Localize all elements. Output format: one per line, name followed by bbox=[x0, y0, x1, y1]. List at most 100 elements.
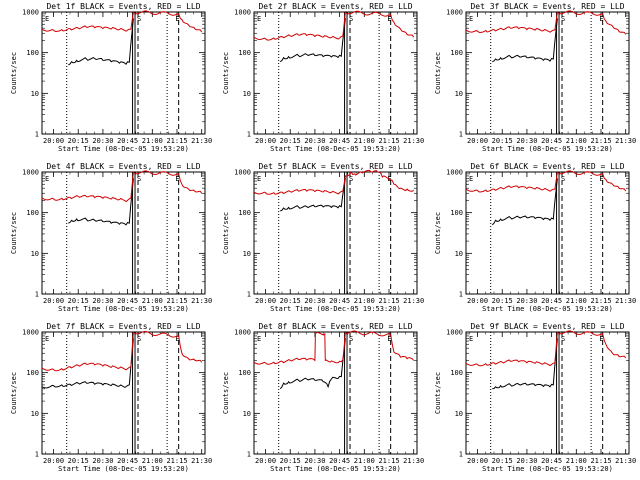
x-tick-label: 20:30 bbox=[92, 297, 113, 305]
y-tick-label: 10 bbox=[31, 250, 39, 258]
x-tick-label: 21:30 bbox=[191, 137, 212, 145]
plot-frame bbox=[465, 171, 630, 295]
y-tick-label: 100 bbox=[26, 209, 39, 217]
y-tick-label: 100 bbox=[450, 49, 463, 57]
x-axis-label: Start Time (08-Dec-05 19:53:20) bbox=[58, 465, 189, 473]
x-axis-label: Start Time (08-Dec-05 19:53:20) bbox=[482, 145, 613, 153]
x-tick-label: 20:45 bbox=[541, 137, 562, 145]
x-tick-label: 20:45 bbox=[541, 297, 562, 305]
y-tick-label: 1000 bbox=[234, 9, 251, 17]
time-marker-label: E bbox=[469, 175, 473, 183]
time-marker-label: E bbox=[45, 15, 49, 23]
plot-frame bbox=[41, 171, 206, 295]
time-marker-label: S bbox=[349, 175, 353, 183]
x-tick-label: 20:30 bbox=[516, 297, 537, 305]
detector-panel: Det 1f BLACK = Events, RED = LLD 1 10 100 10… bbox=[10, 2, 212, 153]
lld-series-line bbox=[253, 330, 415, 365]
lld-series-line bbox=[41, 10, 203, 33]
x-tick-label: 20:15 bbox=[68, 297, 89, 305]
x-tick-label: 20:15 bbox=[492, 297, 513, 305]
y-tick-label: 1 bbox=[35, 451, 39, 459]
plot-frame bbox=[253, 11, 418, 135]
panel-title: Det 4f BLACK = Events, RED = LLD bbox=[46, 162, 200, 171]
x-tick-label: 21:30 bbox=[403, 137, 424, 145]
x-tick-label: 20:00 bbox=[255, 297, 276, 305]
x-tick-label: 21:00 bbox=[142, 137, 163, 145]
y-tick-label: 100 bbox=[238, 49, 251, 57]
x-tick-label: 20:00 bbox=[43, 457, 64, 465]
y-tick-label: 1 bbox=[247, 291, 251, 299]
lld-series-line bbox=[253, 169, 415, 195]
x-tick-label: 21:00 bbox=[566, 297, 587, 305]
x-tick-label: 20:15 bbox=[280, 297, 301, 305]
time-marker-label: S bbox=[561, 335, 565, 343]
x-tick-label: 21:15 bbox=[590, 297, 611, 305]
x-axis-label: Start Time (08-Dec-05 19:53:20) bbox=[58, 145, 189, 153]
x-tick-label: 21:30 bbox=[191, 297, 212, 305]
time-marker-label: E bbox=[257, 175, 261, 183]
x-tick-label: 21:30 bbox=[403, 297, 424, 305]
y-tick-label: 10 bbox=[31, 410, 39, 418]
y-axis-label: Counts/sec bbox=[222, 52, 230, 94]
detector-panel: Det 7f BLACK = Events, RED = LLD 1 10 100 10… bbox=[10, 322, 212, 473]
time-marker-label: S bbox=[349, 15, 353, 23]
x-tick-label: 20:00 bbox=[43, 137, 64, 145]
x-tick-label: 20:15 bbox=[280, 137, 301, 145]
x-tick-label: 21:30 bbox=[403, 457, 424, 465]
x-axis-label: Start Time (08-Dec-05 19:53:20) bbox=[270, 145, 401, 153]
x-tick-label: 21:00 bbox=[142, 297, 163, 305]
time-marker-label: E bbox=[469, 335, 473, 343]
x-tick-label: 20:00 bbox=[255, 137, 276, 145]
y-tick-label: 1000 bbox=[234, 329, 251, 337]
panel-title: Det 9f BLACK = Events, RED = LLD bbox=[470, 322, 624, 331]
lld-series-line bbox=[41, 170, 203, 203]
plot-frame bbox=[41, 331, 206, 455]
lld-series-line bbox=[465, 170, 627, 193]
y-tick-label: 1 bbox=[459, 291, 463, 299]
plot-frame bbox=[253, 171, 418, 295]
x-tick-label: 20:00 bbox=[43, 297, 64, 305]
lld-series-line bbox=[465, 330, 627, 367]
time-marker-label: E bbox=[175, 335, 179, 343]
x-tick-label: 20:45 bbox=[117, 297, 138, 305]
x-tick-label: 21:00 bbox=[354, 137, 375, 145]
x-tick-label: 20:00 bbox=[467, 457, 488, 465]
time-marker-label: E bbox=[387, 15, 391, 23]
x-axis-label: Start Time (08-Dec-05 19:53:20) bbox=[58, 305, 189, 313]
detector-panel: Det 6f BLACK = Events, RED = LLD 1 10 100 10… bbox=[434, 162, 636, 313]
plot-frame bbox=[253, 331, 418, 455]
y-tick-label: 1000 bbox=[22, 169, 39, 177]
x-tick-label: 21:00 bbox=[354, 457, 375, 465]
plot-frame bbox=[465, 11, 630, 135]
x-tick-label: 21:30 bbox=[615, 297, 636, 305]
x-tick-label: 20:15 bbox=[280, 457, 301, 465]
time-marker-label: E bbox=[599, 15, 603, 23]
x-tick-label: 20:45 bbox=[329, 137, 350, 145]
y-axis-label: Counts/sec bbox=[10, 372, 18, 414]
x-tick-label: 21:15 bbox=[378, 137, 399, 145]
x-tick-label: 21:00 bbox=[354, 297, 375, 305]
x-tick-label: 20:30 bbox=[304, 457, 325, 465]
panel-title: Det 8f BLACK = Events, RED = LLD bbox=[258, 322, 412, 331]
x-tick-label: 20:30 bbox=[516, 457, 537, 465]
detector-panel: Det 4f BLACK = Events, RED = LLD 1 10 100 10… bbox=[10, 162, 212, 313]
events-series-line bbox=[492, 18, 558, 63]
time-marker-label: E bbox=[175, 15, 179, 23]
x-tick-label: 21:30 bbox=[615, 457, 636, 465]
events-series-line bbox=[41, 338, 134, 389]
y-axis-label: Counts/sec bbox=[222, 212, 230, 254]
x-tick-label: 21:00 bbox=[142, 457, 163, 465]
x-tick-label: 21:30 bbox=[191, 457, 212, 465]
panel-title: Det 7f BLACK = Events, RED = LLD bbox=[46, 322, 200, 331]
y-tick-label: 1 bbox=[35, 291, 39, 299]
y-tick-label: 10 bbox=[243, 410, 251, 418]
x-tick-label: 20:30 bbox=[92, 457, 113, 465]
x-tick-label: 20:45 bbox=[541, 457, 562, 465]
events-series-line bbox=[68, 178, 134, 226]
y-tick-label: 1 bbox=[35, 131, 39, 139]
y-tick-label: 1 bbox=[459, 131, 463, 139]
x-tick-label: 21:00 bbox=[566, 137, 587, 145]
y-tick-label: 100 bbox=[450, 369, 463, 377]
time-marker-label: S bbox=[137, 175, 141, 183]
